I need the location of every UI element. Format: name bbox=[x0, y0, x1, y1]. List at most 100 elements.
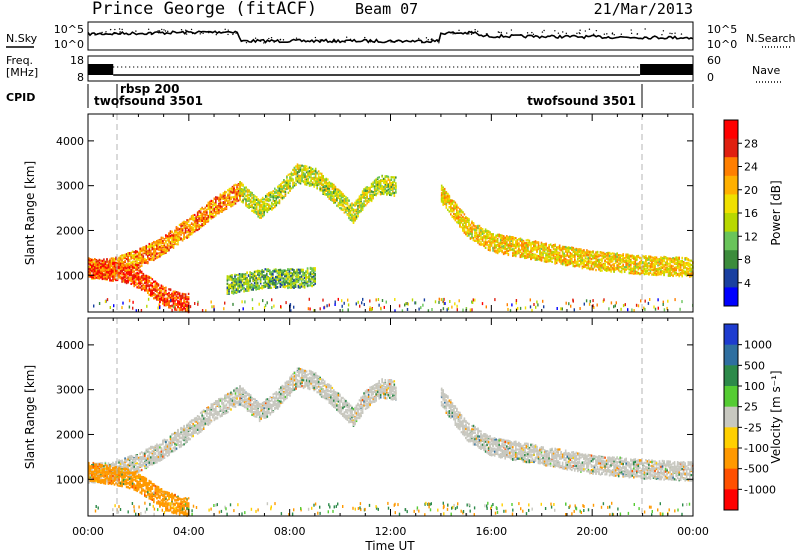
power-echo-cell bbox=[136, 258, 138, 260]
power-echo-cell bbox=[339, 192, 341, 194]
power-echo-cell bbox=[600, 254, 602, 256]
power-echo-cell bbox=[322, 180, 324, 182]
power-echo-cell bbox=[289, 182, 291, 184]
power-echo-cell bbox=[197, 214, 199, 216]
power-echo-cell bbox=[621, 261, 623, 263]
power-echo-cell bbox=[571, 262, 573, 264]
power-echo-cell bbox=[615, 269, 617, 271]
power-echo-cell bbox=[262, 203, 264, 205]
power-echo-cell bbox=[292, 179, 294, 181]
power-echo-cell bbox=[524, 247, 526, 249]
power-echo-cell bbox=[604, 259, 606, 261]
power-echo-cell bbox=[280, 196, 282, 198]
power-echo-cell bbox=[450, 210, 452, 212]
power-echo-cell bbox=[173, 247, 175, 249]
noise-search-point bbox=[661, 34, 662, 35]
power-echo-cell bbox=[165, 235, 167, 237]
power-echo-cell bbox=[176, 229, 178, 231]
power-echo-cell bbox=[446, 207, 448, 209]
power-echo-cell bbox=[576, 262, 578, 264]
power-echo-cell bbox=[144, 262, 146, 264]
power-echo-cell bbox=[247, 195, 249, 197]
power-echo-cell bbox=[492, 238, 494, 240]
noise-search-point bbox=[499, 32, 500, 33]
power-echo-cell bbox=[520, 240, 522, 242]
power-echo-cell bbox=[309, 170, 311, 172]
power-echo-cell bbox=[485, 228, 487, 230]
power-echo-cell bbox=[327, 178, 329, 180]
power-echo-cell bbox=[161, 237, 163, 239]
power-echo-cell bbox=[383, 180, 385, 182]
cpid-label: CPID bbox=[6, 91, 35, 104]
power-echo-cell bbox=[182, 223, 184, 225]
power-echo-cell bbox=[560, 249, 562, 251]
power-echo-cell bbox=[515, 247, 517, 249]
noise-search-point bbox=[558, 33, 559, 34]
power-echo-cell bbox=[365, 198, 367, 200]
power-echo-cell bbox=[371, 190, 373, 192]
power-echo-cell bbox=[629, 257, 631, 259]
power-echo-cell bbox=[645, 264, 647, 266]
power-echo-cell bbox=[512, 255, 514, 257]
noise-search-point bbox=[344, 41, 345, 42]
noise-search-point bbox=[471, 34, 472, 35]
power-echo-cell bbox=[354, 219, 356, 221]
power-echo-cell bbox=[442, 204, 444, 206]
power-echo-cell bbox=[586, 250, 588, 252]
power-echo-cell bbox=[385, 182, 387, 184]
power-echo-cell bbox=[156, 240, 158, 242]
power-echo-cell bbox=[303, 176, 305, 178]
power-echo-cell bbox=[441, 187, 443, 189]
power-echo-cell bbox=[378, 190, 380, 192]
power-echo-cell bbox=[458, 207, 460, 209]
noise-left-tick-top: 10^5 bbox=[54, 23, 84, 36]
power-echo-cell bbox=[347, 207, 349, 209]
noise-search-point bbox=[200, 33, 201, 34]
power-echo-cell bbox=[560, 263, 562, 265]
power-echo-cell bbox=[223, 204, 225, 206]
power-echo-cell bbox=[365, 200, 367, 202]
power-echo-cell bbox=[362, 195, 364, 197]
power-echo-cell bbox=[557, 252, 559, 254]
power-echo-cell bbox=[568, 261, 570, 263]
power-echo-cell bbox=[303, 169, 305, 171]
power-echo-cell bbox=[223, 192, 225, 194]
power-echo-cell bbox=[565, 261, 567, 263]
power-echo-cell bbox=[146, 253, 148, 255]
power-echo-cell bbox=[254, 195, 256, 197]
power-echo-cell bbox=[262, 215, 264, 217]
power-echo-cell bbox=[133, 251, 135, 253]
noise-search-point bbox=[612, 32, 613, 33]
power-echo-cell bbox=[139, 253, 141, 255]
power-echo-cell bbox=[170, 235, 172, 237]
noise-search-point bbox=[161, 29, 162, 30]
power-echo-cell bbox=[312, 171, 314, 173]
power-echo-cell bbox=[494, 250, 496, 252]
power-echo-cell bbox=[201, 218, 203, 220]
power-echo-cell bbox=[189, 234, 191, 236]
power-echo-cell bbox=[141, 247, 143, 249]
power-echo-cell bbox=[530, 258, 532, 260]
power-echo-cell bbox=[585, 264, 587, 266]
power-echo-cell bbox=[327, 191, 329, 193]
power-echo-cell bbox=[483, 235, 485, 237]
power-echo-cell bbox=[551, 251, 553, 253]
power-echo-cell bbox=[498, 245, 500, 247]
power-echo-cell bbox=[557, 259, 559, 261]
power-echo-cell bbox=[265, 195, 267, 197]
power-echo-cell bbox=[123, 254, 125, 256]
power-echo-cell bbox=[176, 231, 178, 233]
power-echo-cell bbox=[574, 261, 576, 263]
power-echo-cell bbox=[209, 201, 211, 203]
power-echo-cell bbox=[273, 207, 275, 209]
power-echo-cell bbox=[303, 180, 305, 182]
power-echo-cell bbox=[295, 165, 297, 167]
power-echo-cell bbox=[609, 252, 611, 254]
power-echo-cell bbox=[319, 182, 321, 184]
power-echo-cell bbox=[165, 246, 167, 248]
power-echo-cell bbox=[150, 244, 152, 246]
power-echo-cell bbox=[491, 233, 493, 235]
power-echo-cell bbox=[527, 242, 529, 244]
power-echo-cell bbox=[332, 183, 334, 185]
power-echo-cell bbox=[526, 242, 528, 244]
